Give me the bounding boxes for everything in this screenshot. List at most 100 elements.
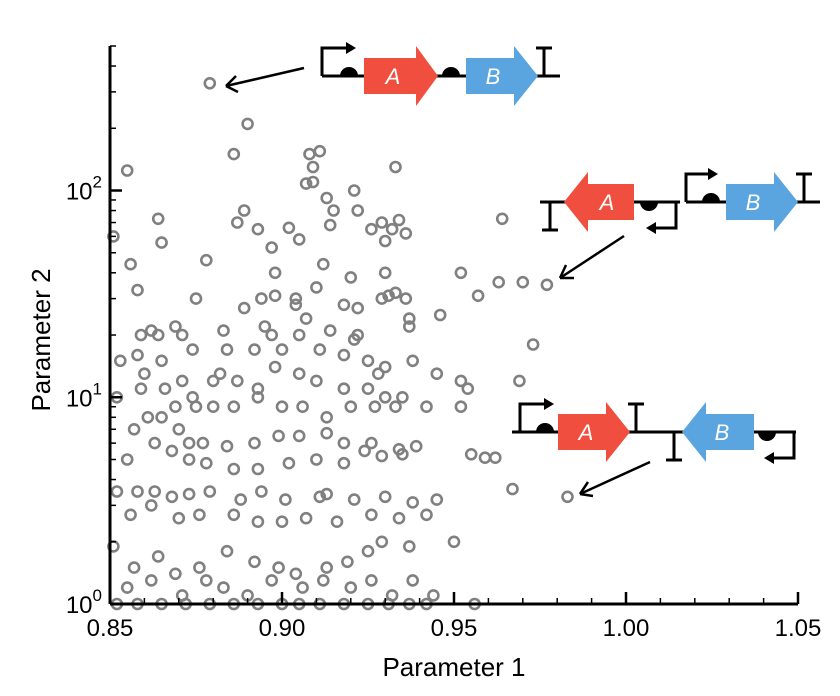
data-point-198	[200, 574, 213, 587]
data-point-126	[196, 436, 210, 450]
gene-b-label-1: B	[486, 64, 501, 89]
data-point-100	[268, 360, 282, 374]
terminator-icon-1	[536, 46, 552, 76]
data-point-45	[289, 292, 303, 305]
data-point-199	[217, 581, 230, 594]
data-point-169	[145, 499, 158, 512]
data-point-40	[516, 275, 530, 289]
data-point-50	[299, 312, 313, 325]
data-point-137	[478, 451, 492, 465]
data-point-64	[175, 328, 189, 342]
data-point-190	[341, 555, 354, 569]
data-point-63	[169, 320, 182, 333]
data-point-174	[275, 515, 289, 529]
data-point-81	[371, 367, 385, 381]
data-point-125	[182, 436, 196, 450]
arrow-head-3	[578, 481, 594, 498]
data-point-87	[114, 354, 127, 368]
gene-a-label-2: A	[598, 190, 615, 215]
construct-annotation-3: A B	[512, 398, 796, 498]
data-point-109	[141, 410, 155, 424]
data-point-36	[344, 271, 358, 284]
data-point-115	[275, 400, 289, 414]
data-point-1	[241, 117, 254, 131]
data-point-156	[203, 485, 217, 498]
data-point-118	[344, 400, 358, 414]
y-tick-label-2: 102	[66, 173, 102, 206]
data-point-150	[396, 447, 409, 461]
gene-a-arrow-1	[364, 46, 438, 106]
data-point-22	[107, 230, 120, 243]
data-point-203	[316, 574, 330, 587]
x-tick-label-4: 1.05	[775, 615, 822, 642]
data-point-189	[320, 561, 334, 574]
data-point-205	[365, 574, 378, 587]
data-point-35	[268, 266, 282, 280]
data-point-142	[200, 456, 213, 470]
promoter-arrowhead-2	[646, 222, 656, 234]
arrow-head-2	[558, 264, 574, 280]
data-point-41	[540, 278, 554, 292]
data-point-143	[227, 462, 241, 476]
data-point-178	[392, 511, 406, 525]
data-point-151	[110, 485, 124, 498]
y-tick-label-0: 100	[66, 586, 102, 619]
x-tick-label-0: 0.85	[87, 615, 134, 642]
data-point-97	[206, 374, 220, 388]
arrow-line-3	[579, 460, 651, 496]
data-point-185	[220, 544, 234, 558]
gene-b-label-2: B	[746, 190, 761, 215]
data-point-59	[433, 308, 447, 322]
data-point-67	[217, 324, 230, 337]
promoter-icon-4	[518, 402, 546, 432]
data-point-195	[120, 581, 134, 594]
data-point-72	[351, 328, 365, 342]
data-point-33	[265, 241, 279, 254]
data-point-79	[378, 360, 392, 374]
data-point-194	[447, 535, 461, 549]
data-point-34	[200, 253, 213, 267]
data-point-172	[227, 508, 241, 522]
data-point-181	[127, 561, 141, 574]
data-point-58	[402, 320, 416, 333]
data-point-3	[313, 144, 327, 158]
rbs-icon-6	[758, 432, 776, 441]
gene-b-label-3: B	[715, 420, 730, 445]
data-point-110	[155, 410, 168, 424]
data-point-102	[310, 374, 323, 388]
data-point-182	[151, 550, 165, 563]
data-point-147	[337, 456, 351, 470]
y-axis-title: Parameter 2	[26, 268, 56, 411]
data-point-149	[375, 449, 389, 463]
data-point-177	[365, 508, 378, 522]
promoter-arrowhead-3	[708, 168, 718, 180]
data-point-146	[310, 453, 323, 466]
axes	[108, 45, 800, 606]
rbs-icon-4	[702, 193, 720, 202]
data-point-94	[169, 400, 182, 414]
data-point-163	[378, 490, 392, 504]
data-point-46	[310, 281, 323, 294]
data-point-75	[275, 343, 289, 356]
data-point-179	[420, 508, 433, 522]
data-point-168	[124, 508, 137, 522]
data-point-32	[316, 257, 330, 271]
x-tick-label-2: 0.95	[431, 615, 478, 642]
data-point-24	[131, 283, 144, 297]
promoter-arrowhead-5	[764, 452, 774, 464]
data-point-38	[454, 266, 468, 280]
data-point-86	[526, 338, 540, 351]
gene-b-arrow-3	[682, 402, 754, 462]
data-point-188	[289, 567, 303, 581]
construct-annotation-2: A B	[540, 168, 820, 280]
data-point-141	[182, 453, 196, 466]
data-point-119	[368, 400, 382, 414]
data-point-77	[337, 348, 351, 362]
data-point-186	[248, 555, 261, 569]
data-point-44	[268, 289, 282, 303]
data-point-9	[327, 204, 340, 217]
rbs-icon-3	[640, 202, 658, 211]
terminator-icon-4	[628, 402, 644, 432]
promoter-icon-1	[320, 46, 348, 76]
data-point-28	[282, 221, 296, 235]
